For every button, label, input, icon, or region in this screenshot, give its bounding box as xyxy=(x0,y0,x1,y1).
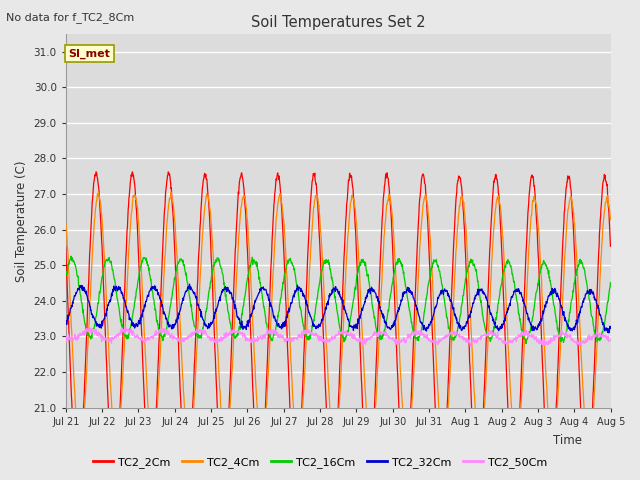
Text: SI_met: SI_met xyxy=(68,48,110,59)
Text: No data for f_TC2_8Cm: No data for f_TC2_8Cm xyxy=(6,12,134,23)
Text: Time: Time xyxy=(554,434,582,447)
Legend: TC2_2Cm, TC2_4Cm, TC2_16Cm, TC2_32Cm, TC2_50Cm: TC2_2Cm, TC2_4Cm, TC2_16Cm, TC2_32Cm, TC… xyxy=(88,452,552,472)
Y-axis label: Soil Temperature (C): Soil Temperature (C) xyxy=(15,160,28,281)
Title: Soil Temperatures Set 2: Soil Temperatures Set 2 xyxy=(251,15,426,30)
